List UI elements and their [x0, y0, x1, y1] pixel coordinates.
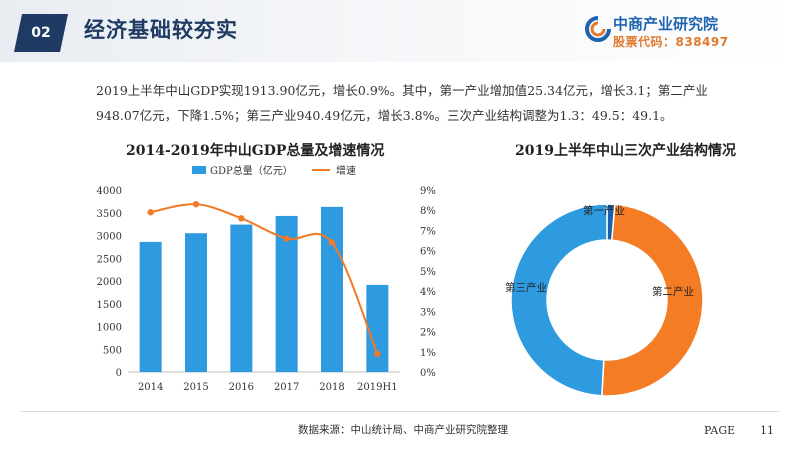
growth-point-2014	[147, 209, 154, 216]
section-badge-shape	[14, 14, 68, 52]
gdp-bar-2014	[139, 241, 162, 372]
y-right-tick-label: 5%	[420, 267, 436, 278]
page-title: 经济基础较夯实	[84, 18, 238, 42]
y-left-tick-label: 3000	[97, 232, 122, 243]
legend-label-gdp: GDP总量（亿元）	[210, 164, 293, 177]
gdp-combo-chart: GDP总量（亿元） 增速 0 500 1000 1500 2000 2500 3000 3500 4…	[97, 164, 436, 393]
y-right-tick-label: 7%	[420, 226, 436, 237]
gdp-bar-2017	[275, 215, 298, 372]
y-left-tick-label: 0	[116, 368, 122, 379]
y-left-tick-label: 500	[103, 345, 122, 356]
y-right-tick-label: 8%	[420, 206, 436, 217]
x-tick-label: 2018	[319, 382, 344, 393]
growth-point-2017	[283, 235, 290, 242]
header-band	[0, 0, 800, 62]
y-left-tick-label: 1500	[97, 300, 122, 311]
growth-rate-line	[150, 203, 379, 355]
data-source-note: 数据来源：中山统计局、中商产业研究院整理	[298, 424, 508, 436]
gdp-bar-2015	[185, 233, 207, 372]
y-right-tick-label: 9%	[420, 186, 436, 197]
x-tick-label: 2019H1	[357, 382, 398, 393]
gdp-bar-2019H1	[366, 284, 389, 372]
donut-slice-3	[510, 203, 608, 397]
x-tick-label: 2015	[183, 382, 208, 393]
logo-name: 中商产业研究院	[613, 15, 719, 33]
summary-paragraph: 2019上半年中山GDP实现1913.90亿元，增长0.9%。其中，第一产业增加…	[96, 83, 708, 123]
y-left-tick-label: 3500	[97, 209, 122, 220]
legend-label-growth: 增速	[336, 164, 356, 177]
donut-label-1: 第一产业	[583, 204, 625, 217]
gdp-bar-2018	[321, 206, 343, 372]
growth-point-2019H1	[374, 350, 381, 357]
y-right-tick-label: 0%	[420, 368, 436, 379]
y-left-tick-label: 1000	[97, 323, 122, 334]
y-right-tick-label: 4%	[420, 287, 436, 298]
x-tick-label: 2014	[138, 382, 163, 393]
growth-point-2018	[328, 239, 336, 246]
gdp-bar-2016	[230, 224, 253, 372]
y-right-tick-label: 1%	[420, 348, 436, 359]
y-left-tick-label: 4000	[97, 186, 122, 197]
donut-slice-2	[601, 203, 704, 397]
logo-stock-code: 股票代码：838497	[613, 35, 729, 49]
chart-legend: GDP总量（亿元） 增速	[192, 164, 356, 177]
footer-divider	[20, 411, 780, 412]
y-right-tick-label: 3%	[420, 307, 436, 318]
section-number: 02	[31, 25, 51, 41]
y-right-tick-label: 6%	[420, 247, 436, 258]
x-tick-label: 2016	[229, 382, 254, 393]
company-logo: 中商产业研究院 股票代码：838497	[585, 12, 795, 54]
y-left-tick-label: 2500	[97, 254, 122, 265]
donut-label-3: 第三产业	[505, 281, 547, 294]
legend-swatch-gdp	[192, 166, 206, 174]
y-left-tick-label: 2000	[97, 277, 122, 288]
donut-chart-title: 2019上半年中山三次产业结构情况	[515, 143, 736, 159]
donut-label-2: 第二产业	[652, 285, 694, 298]
growth-point-2016	[238, 215, 245, 222]
page-number: 11	[760, 424, 774, 437]
y-right-tick-label: 2%	[420, 328, 436, 339]
section-badge: 02	[14, 14, 68, 52]
page-label: PAGE	[704, 424, 736, 437]
logo-icon	[585, 16, 611, 42]
bar-chart-title: 2014-2019年中山GDP总量及增速情况	[126, 143, 385, 159]
growth-point-2015	[192, 200, 200, 208]
x-tick-label: 2017	[274, 382, 299, 393]
